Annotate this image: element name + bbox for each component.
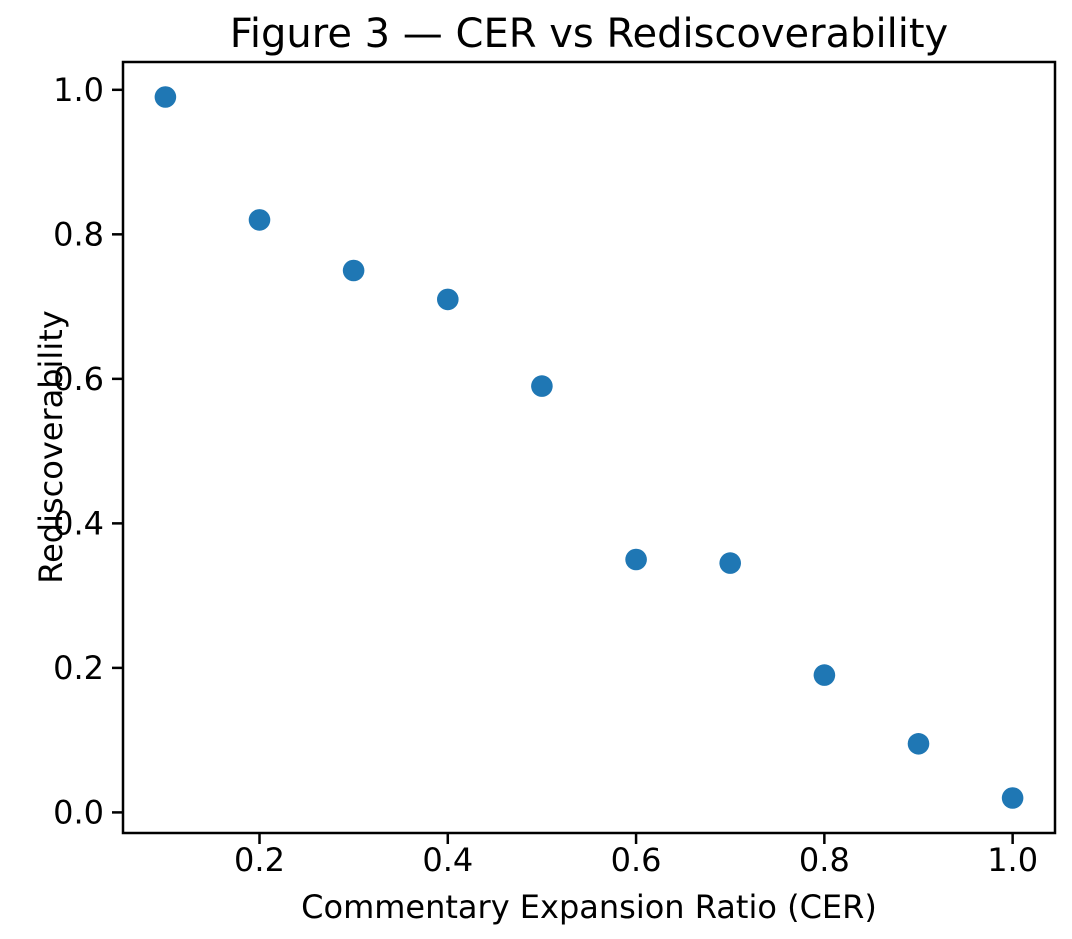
y-tick-label: 0.6 bbox=[53, 360, 104, 398]
data-point bbox=[437, 288, 459, 311]
chart-title: Figure 3 — CER vs Rediscoverability bbox=[230, 11, 948, 57]
axes-frame bbox=[121, 60, 1057, 835]
y-tick-label: 0.8 bbox=[53, 215, 104, 253]
data-point bbox=[1001, 787, 1024, 809]
x-tick-label: 1.0 bbox=[987, 841, 1038, 879]
data-point bbox=[342, 259, 365, 282]
x-tick-label: 0.2 bbox=[234, 841, 285, 879]
data-points-layer bbox=[154, 86, 1024, 809]
data-point bbox=[531, 375, 553, 397]
data-point bbox=[154, 86, 177, 108]
data-point bbox=[248, 209, 271, 231]
y-tick-label: 0.4 bbox=[53, 504, 104, 542]
data-point bbox=[907, 733, 930, 755]
data-point bbox=[813, 664, 836, 686]
x-tick-label: 0.4 bbox=[422, 841, 473, 879]
x-axis-label: Commentary Expansion Ratio (CER) bbox=[301, 888, 877, 926]
data-point bbox=[719, 552, 741, 574]
y-tick-label: 0.2 bbox=[53, 649, 104, 687]
x-tick-label: 0.6 bbox=[611, 841, 662, 879]
y-tick-label: 0.0 bbox=[53, 793, 104, 831]
data-point bbox=[625, 548, 647, 571]
x-tick-label: 0.8 bbox=[799, 841, 850, 879]
y-tick-label: 1.0 bbox=[53, 71, 104, 109]
y-axis-label: Rediscoverability bbox=[32, 310, 70, 583]
ticks-layer: 0.2 0.4 0.6 0.8 1.0 0.0 0.2 0.4 0.6 0.8 1.0 bbox=[53, 71, 1038, 879]
